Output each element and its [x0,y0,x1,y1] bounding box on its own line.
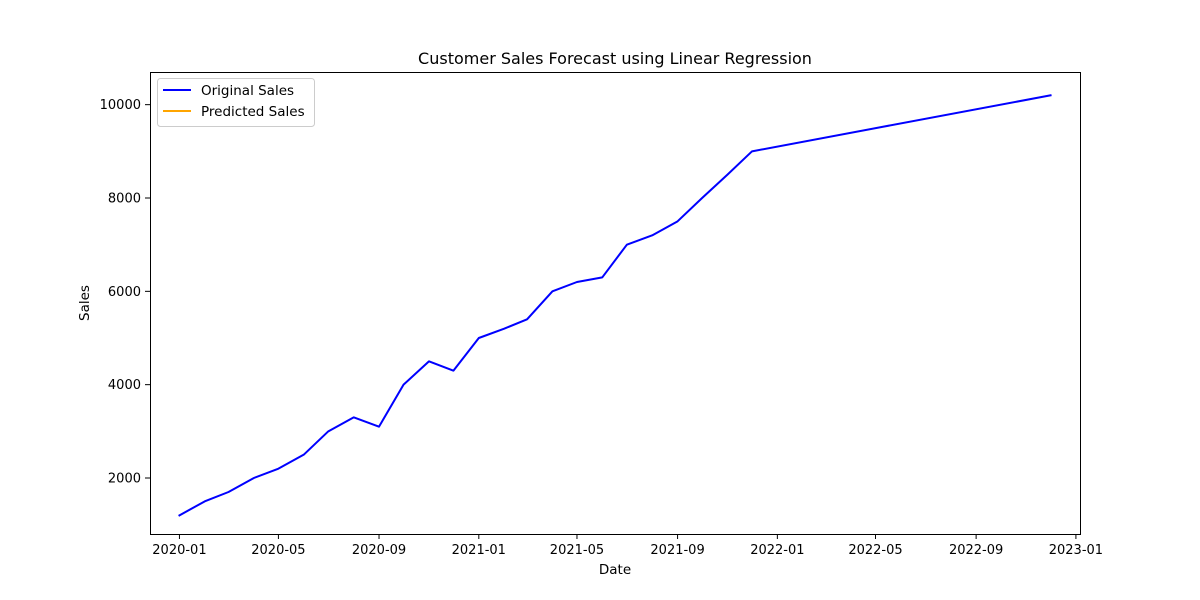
x-tick-label: 2022-05 [848,543,902,558]
plot-layer [178,94,1052,517]
y-tick-label: 2000 [108,472,141,487]
y-axis: 2000 4000 6000 8000 10000 [100,98,150,487]
legend-box [157,78,315,127]
x-axis-label: Date [599,562,631,578]
x-tick-label: 2022-09 [949,543,1003,558]
chart-legend: Original Sales Predicted Sales [157,78,315,127]
x-tick-label: 2020-01 [152,543,206,558]
x-axis: 2020-01 2020-05 2020-09 2021-01 2021-05 2021-… [152,534,1103,558]
x-tick-label: 2020-05 [251,543,305,558]
y-tick-label: 6000 [108,285,141,300]
y-axis-label: Sales [77,285,93,321]
legend-label-predicted-sales: Predicted Sales [201,104,305,120]
x-tick-label: 2021-05 [550,543,604,558]
x-tick-label: 2021-09 [650,543,704,558]
x-tick-label: 2023-01 [1049,543,1103,558]
chart-title: Customer Sales Forecast using Linear Reg… [418,49,812,68]
y-tick-label: 4000 [108,378,141,393]
x-tick-label: 2021-01 [452,543,506,558]
axes-frame [150,72,1081,535]
legend-label-original-sales: Original Sales [201,83,294,99]
y-tick-label: 10000 [100,98,141,113]
series-line-original-sales [178,94,1052,517]
x-tick-label: 2022-01 [750,543,804,558]
y-tick-label: 8000 [108,192,141,207]
x-tick-label: 2020-09 [352,543,406,558]
